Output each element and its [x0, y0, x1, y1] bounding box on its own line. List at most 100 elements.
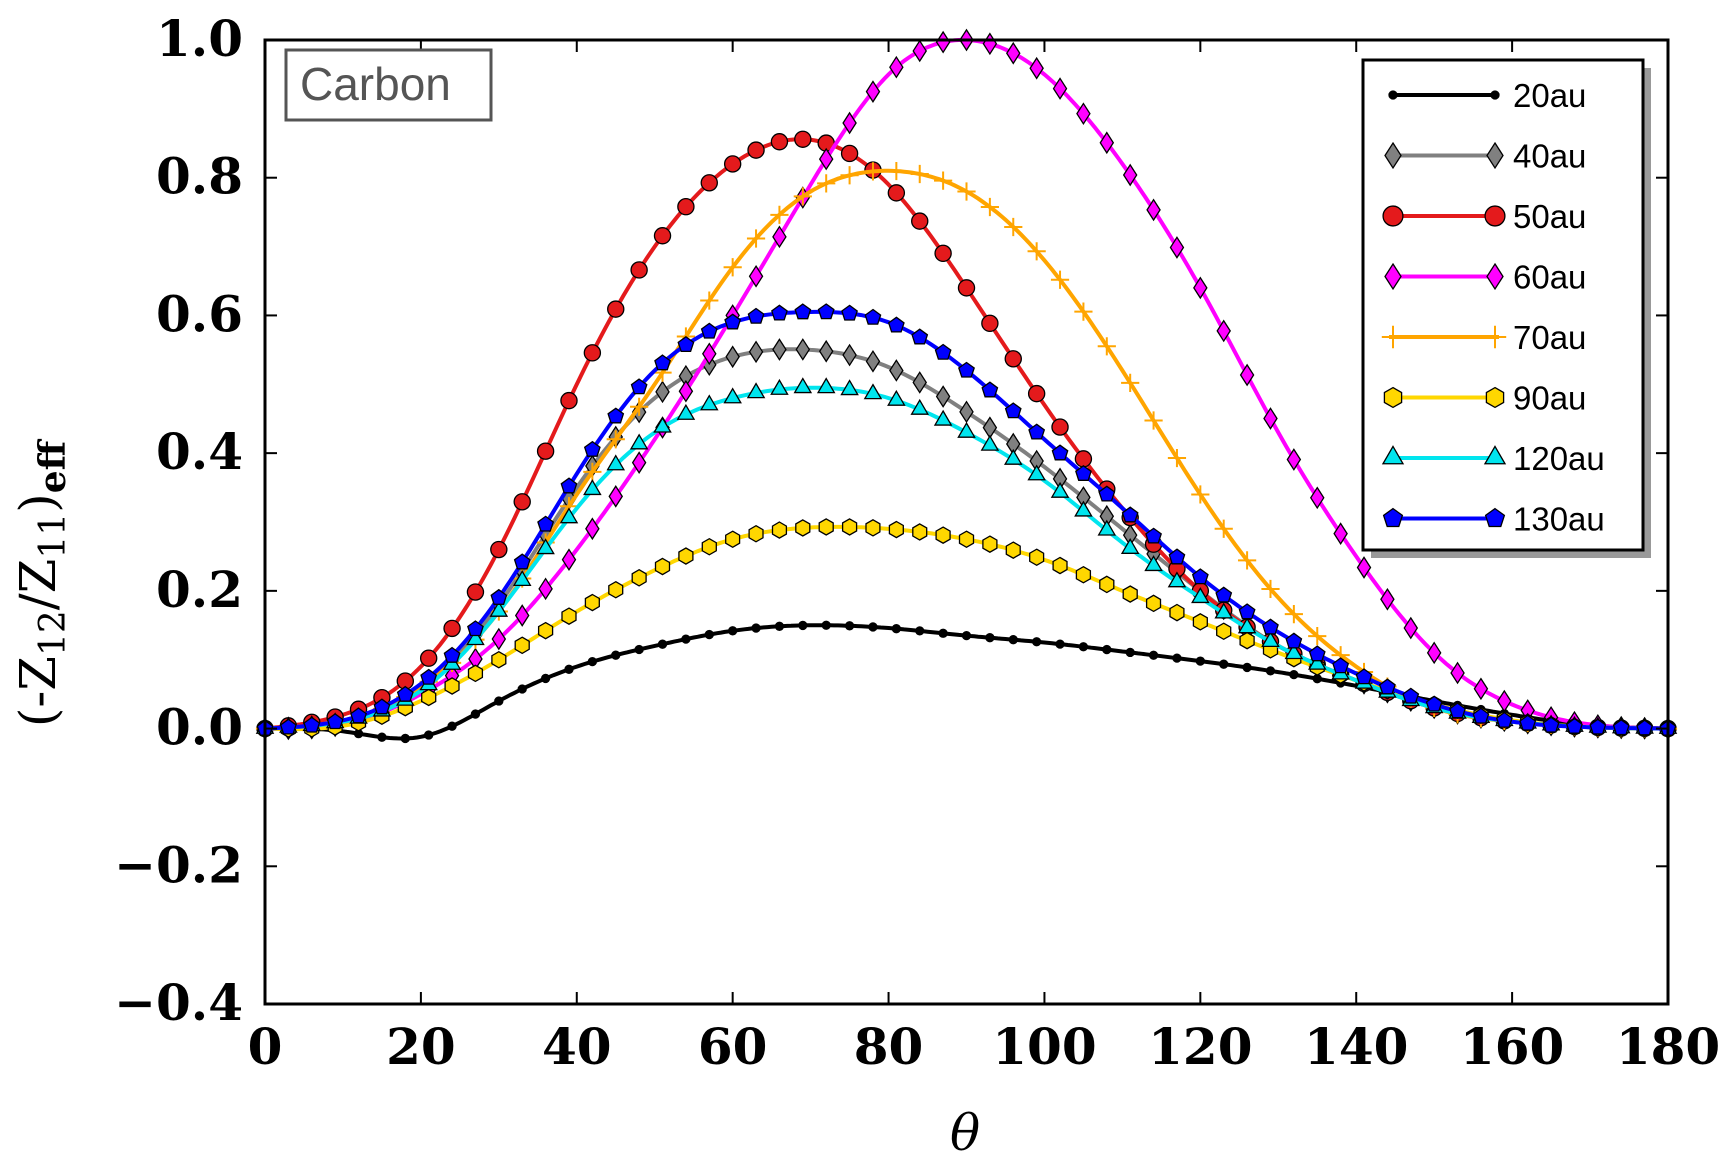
data-point-120au — [933, 409, 953, 426]
data-point-130au — [1612, 719, 1630, 736]
data-point-130au — [911, 328, 929, 345]
data-point-120au — [1120, 537, 1140, 554]
data-point-70au — [817, 174, 836, 193]
data-point-60au — [1099, 131, 1115, 155]
data-point-60au — [748, 264, 764, 288]
data-point-130au — [350, 707, 367, 724]
data-point-130au — [817, 303, 835, 320]
data-point-130au — [537, 515, 555, 532]
data-point-20au — [1125, 647, 1135, 658]
data-point-60au — [982, 32, 998, 56]
data-point-120au — [536, 538, 555, 555]
data-point-60au — [1333, 522, 1348, 545]
data-point-50au — [887, 184, 906, 202]
legend-marker — [1486, 141, 1504, 170]
data-point-20au — [1172, 653, 1182, 663]
data-point-120au — [863, 383, 883, 400]
data-point-50au — [934, 244, 952, 263]
data-point-90au — [771, 521, 788, 539]
data-point-130au — [1051, 444, 1069, 461]
data-point-90au — [935, 526, 951, 544]
legend-marker — [1484, 205, 1506, 227]
legend: 20au 40au 50au 60au 70au 90au 120au 130au — [1361, 58, 1651, 558]
data-point-120au — [770, 378, 789, 395]
x-tick-label: 40 — [542, 1017, 612, 1076]
data-point-90au — [1216, 622, 1232, 641]
data-point-60au — [1380, 587, 1395, 611]
data-point-130au — [1238, 603, 1256, 620]
data-point-120au — [840, 379, 859, 396]
data-point-90au — [865, 519, 881, 537]
data-point-20au — [1219, 659, 1229, 669]
data-point-20au — [704, 629, 714, 640]
data-point-90au — [1075, 565, 1092, 584]
data-point-130au — [1402, 687, 1420, 704]
data-point-20au — [564, 664, 574, 674]
data-point-20au — [634, 644, 644, 655]
data-point-130au — [1378, 678, 1396, 695]
legend-label: 120au — [1513, 440, 1605, 477]
data-point-60au — [1216, 319, 1231, 343]
data-point-90au — [1239, 631, 1255, 650]
data-point-120au — [606, 454, 626, 471]
x-tick-label: 180 — [1616, 1017, 1720, 1076]
data-point-130au — [1542, 716, 1560, 733]
data-point-90au — [608, 580, 624, 599]
data-point-130au — [1262, 618, 1279, 635]
data-point-50au — [1051, 418, 1069, 436]
legend-marker — [1388, 90, 1398, 100]
data-point-70au — [887, 161, 906, 181]
data-point-90au — [631, 568, 647, 587]
data-point-130au — [1589, 718, 1607, 735]
data-point-130au — [396, 685, 414, 702]
data-point-20au — [517, 684, 527, 694]
data-point-60au — [1052, 77, 1068, 100]
data-point-130au — [513, 553, 531, 570]
data-point-20au — [938, 628, 948, 638]
data-point-70au — [1167, 448, 1187, 468]
data-point-40au — [959, 400, 974, 424]
data-point-130au — [303, 716, 321, 733]
data-point-60au — [1286, 448, 1302, 471]
data-point-90au — [421, 688, 437, 707]
data-point-60au — [1356, 556, 1372, 579]
legend-marker — [1483, 325, 1507, 349]
data-point-120au — [1307, 653, 1327, 670]
data-point-50au — [723, 155, 742, 173]
data-point-50au — [677, 197, 695, 216]
data-point-50au — [957, 279, 976, 297]
data-point-120au — [1261, 631, 1280, 648]
data-point-120au — [723, 387, 742, 404]
data-point-20au — [377, 732, 387, 742]
legend-entry-60au: 60au — [1384, 259, 1586, 296]
data-point-120au — [1050, 481, 1070, 498]
data-point-70au — [746, 229, 766, 248]
data-point-120au — [887, 389, 906, 406]
data-point-50au — [443, 619, 461, 638]
data-point-130au — [677, 335, 695, 353]
data-point-20au — [1055, 639, 1065, 649]
data-point-60au — [1263, 407, 1278, 430]
legend-marker — [1382, 205, 1404, 227]
legend-entry-50au: 50au — [1382, 198, 1586, 235]
data-point-60au — [865, 80, 881, 103]
data-point-130au — [700, 322, 718, 339]
legend-entry-130au: 130au — [1382, 501, 1605, 538]
data-point-130au — [1075, 464, 1092, 481]
data-point-20au — [424, 730, 434, 740]
data-point-20au — [915, 626, 925, 636]
legend-marker — [1484, 507, 1506, 528]
series-130au — [256, 303, 1677, 736]
data-point-60au — [1193, 276, 1208, 300]
data-point-70au — [1097, 337, 1116, 356]
x-tick-label: 0 — [248, 1017, 283, 1076]
data-point-20au — [1102, 644, 1112, 655]
data-point-130au — [1636, 719, 1654, 736]
data-point-70au — [863, 162, 883, 181]
data-point-50au — [536, 442, 555, 460]
data-point-70au — [723, 258, 742, 277]
data-point-90au — [818, 518, 834, 536]
data-point-60au — [842, 111, 857, 135]
data-point-120au — [910, 398, 930, 415]
